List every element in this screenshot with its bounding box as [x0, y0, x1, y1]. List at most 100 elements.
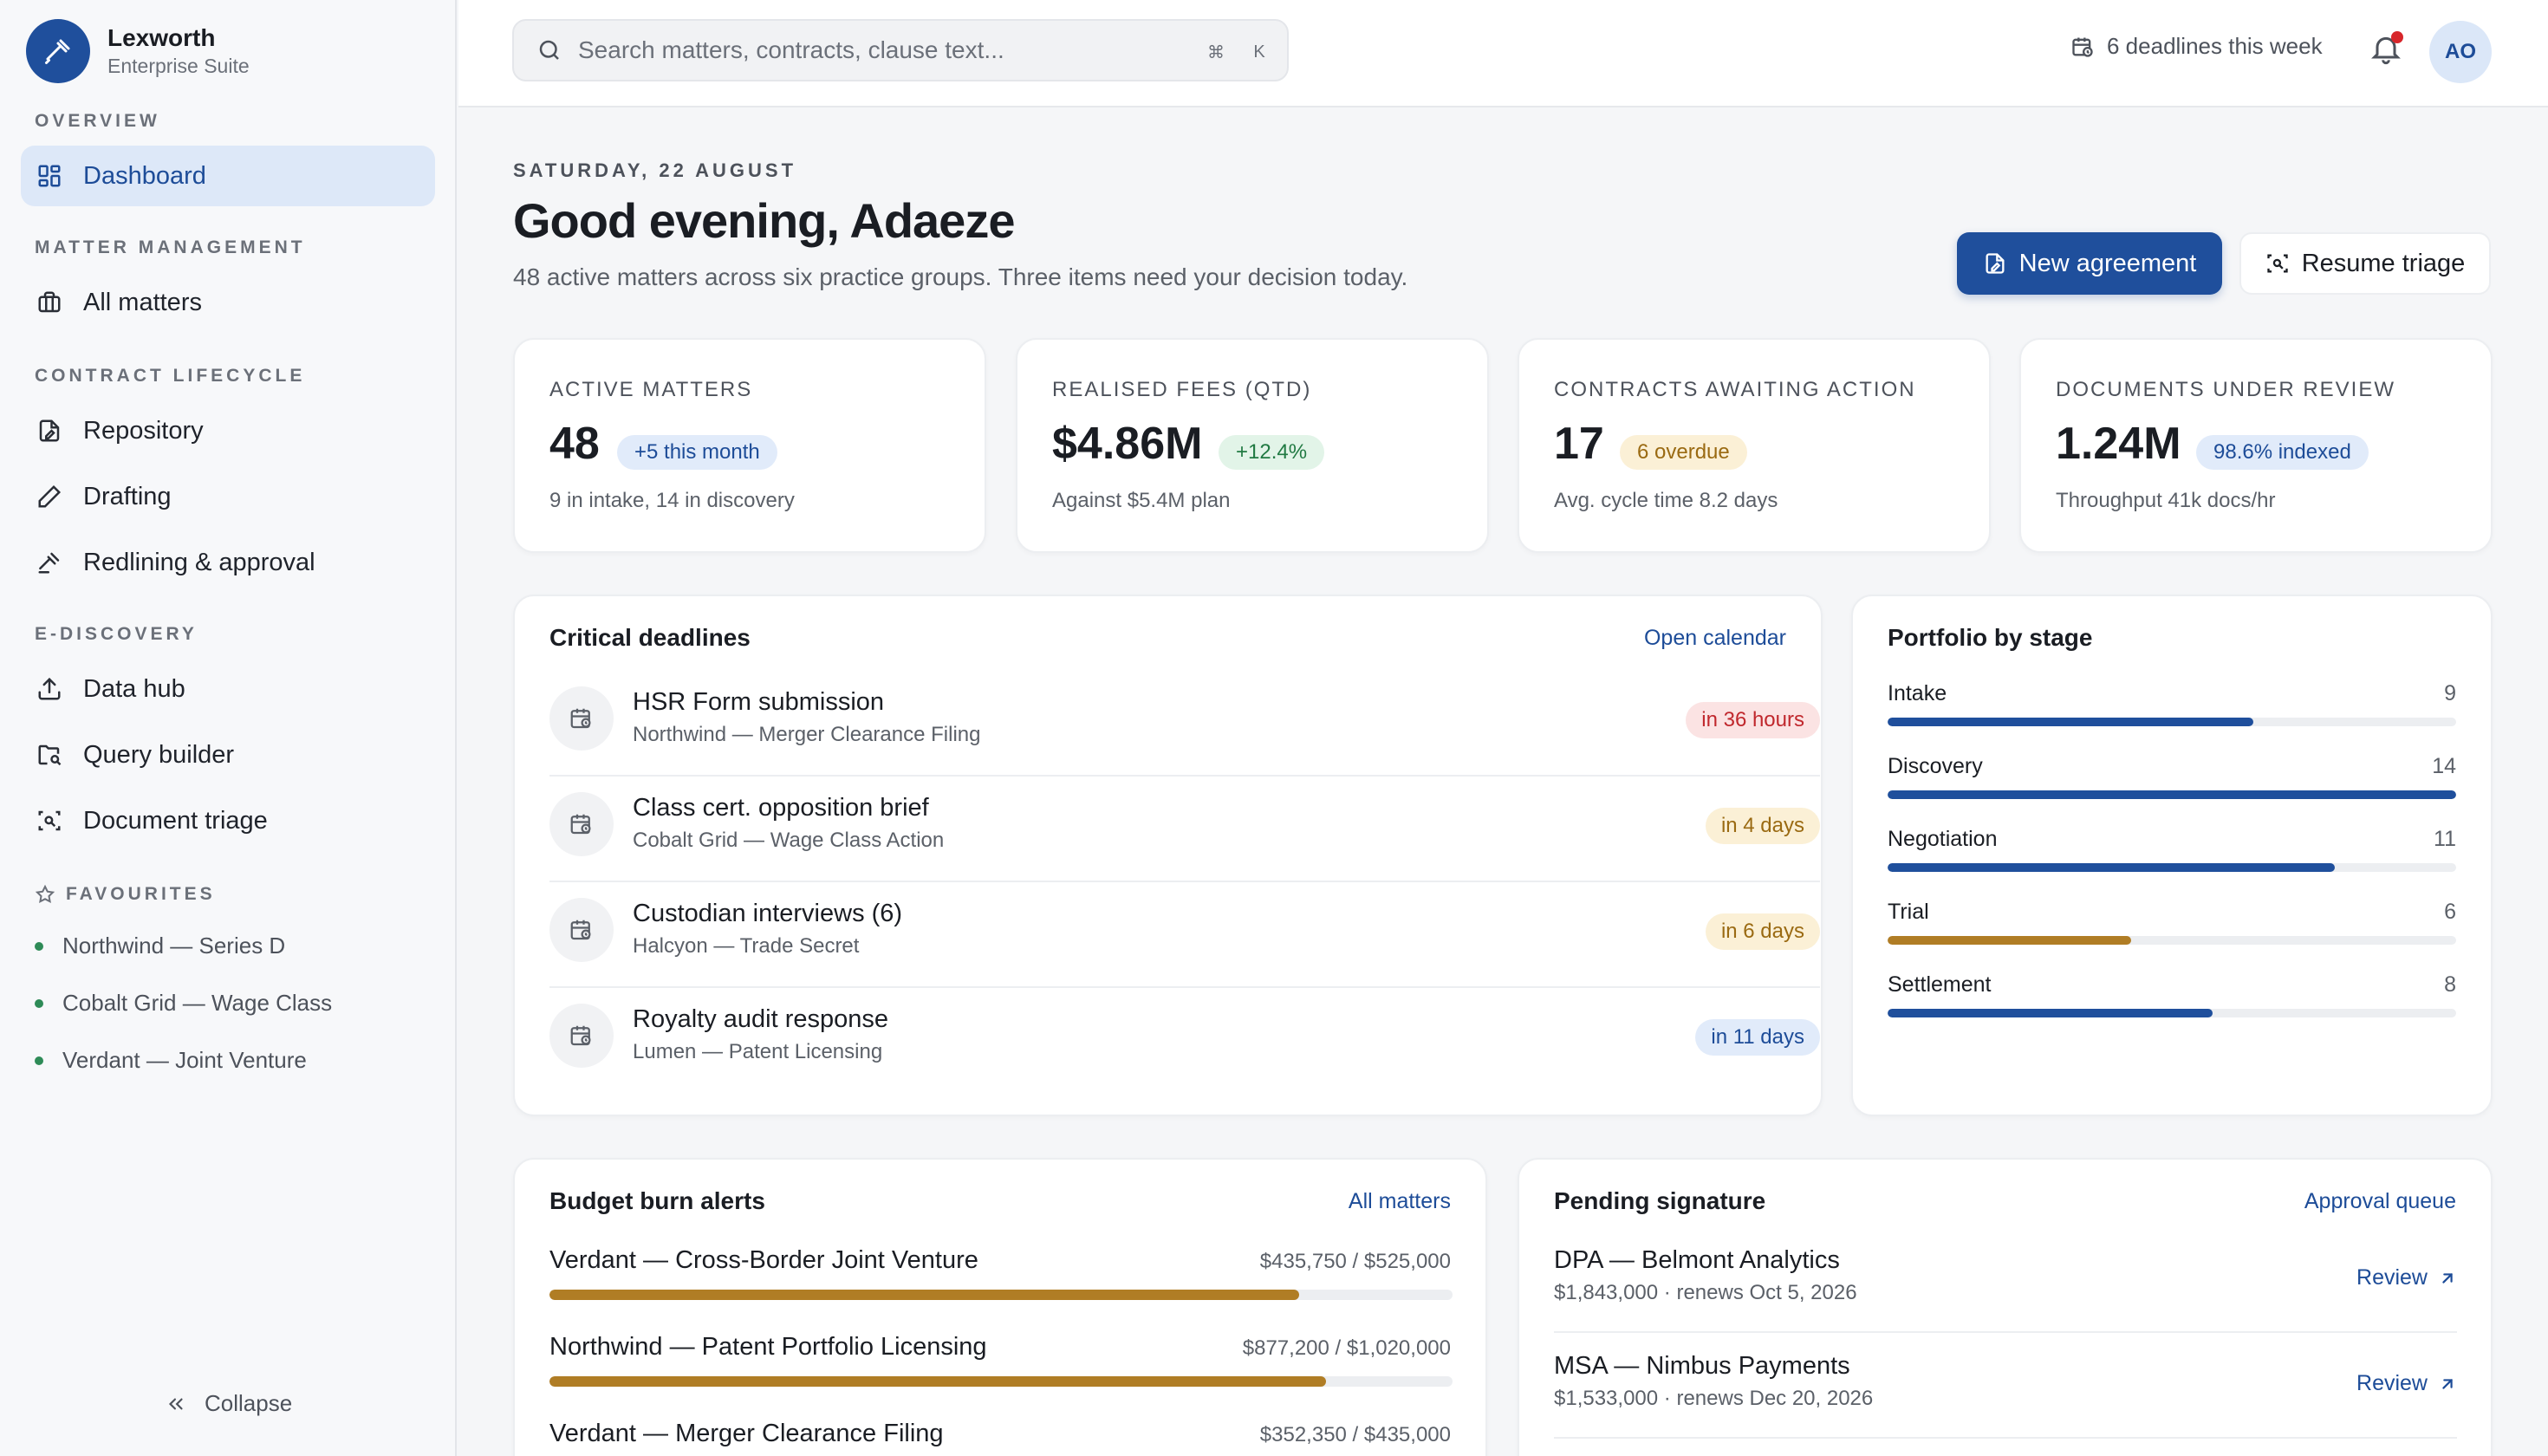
deadline-matter: Cobalt Grid — Wage Class Action — [633, 829, 945, 852]
deadline-matter: Halcyon — Trade Secret — [633, 934, 860, 958]
stage-bar — [1888, 718, 2456, 726]
arrow-up-right-icon — [2442, 1272, 2453, 1284]
deadline-matter: Lumen — Patent Licensing — [633, 1040, 883, 1063]
sidebar-item-data-hub[interactable]: Data hub — [21, 659, 435, 719]
favourite-label: Northwind — Series D — [62, 933, 286, 959]
favourite-item[interactable]: Cobalt Grid — Wage Class — [35, 990, 332, 1017]
deadline-row[interactable]: HSR Form submission Northwind — Merger C… — [549, 671, 1820, 777]
calendar-clock-icon — [549, 898, 614, 962]
resume-triage-label: Resume triage — [2301, 249, 2466, 277]
sidebar-item-label: Dashboard — [83, 161, 206, 190]
stage-count: 9 — [2444, 681, 2456, 705]
nav-section-e-discovery: E-DISCOVERY — [35, 624, 198, 644]
calendar-clock-icon — [549, 686, 614, 751]
sidebar-item-query-builder[interactable]: Query builder — [21, 725, 435, 785]
open-calendar-link[interactable]: Open calendar — [1643, 626, 1786, 650]
due-badge: in 6 days — [1705, 913, 1820, 950]
agreement-title: DPA — Belmont Analytics — [1554, 1246, 1840, 1274]
bell-icon — [2371, 36, 2401, 65]
kpi-foot: Avg. cycle time 8.2 days — [1554, 489, 1778, 512]
review-label: Review — [2356, 1265, 2428, 1290]
stage-bar-fill — [1888, 936, 2132, 945]
agreement-details: $1,843,000 · renews Oct 5, 2026 — [1554, 1281, 1857, 1304]
page-title: Good evening, Adaeze — [513, 193, 1015, 248]
file-edit-icon — [35, 416, 64, 445]
stage-count: 11 — [2434, 827, 2456, 851]
kpi-foot: 9 in intake, 14 in discovery — [549, 489, 795, 512]
budget-amount: $877,200 / $1,020,000 — [1242, 1336, 1451, 1360]
portfolio-by-stage-card: Portfolio by stage Intake 9 Discovery 14… — [1851, 595, 2493, 1116]
stage-count: 14 — [2432, 754, 2456, 778]
stage-name: Settlement — [1888, 972, 1992, 997]
search-box[interactable]: ⌘ K — [512, 19, 1289, 81]
sidebar-item-redlining-approval[interactable]: Redlining & approval — [21, 532, 435, 593]
budget-bar-fill — [549, 1290, 1299, 1300]
sidebar-item-label: Redlining & approval — [83, 548, 315, 576]
all-matters-link[interactable]: All matters — [1348, 1189, 1451, 1213]
signature-row: MSA — Nimbus Payments $1,533,000 · renew… — [1554, 1333, 2457, 1439]
kpi-card-contracts-awaiting[interactable]: CONTRACTS AWAITING ACTION 17 6 overdue A… — [1518, 338, 1991, 553]
folder-search-icon — [35, 740, 64, 770]
status-dot — [35, 941, 43, 951]
kpi-value: 17 — [1554, 419, 1604, 469]
collapse-label: Collapse — [205, 1390, 293, 1416]
kpi-card-realised-fees[interactable]: REALISED FEES (QTD) $4.86M +12.4% Agains… — [1016, 338, 1489, 553]
resume-triage-button[interactable]: Resume triage — [2239, 232, 2491, 295]
card-title: Pending signature — [1554, 1187, 1766, 1214]
favourite-item[interactable]: Verdant — Joint Venture — [35, 1047, 307, 1074]
sidebar-item-dashboard[interactable]: Dashboard — [21, 146, 435, 206]
gavel-icon — [35, 548, 64, 577]
stage-bar-fill — [1888, 718, 2253, 726]
brand[interactable]: Lexworth Enterprise Suite — [26, 19, 250, 83]
budget-burn-card: Budget burn alerts All matters Verdant —… — [513, 1158, 1487, 1456]
deadline-row[interactable]: Custodian interviews (6) Halcyon — Trade… — [549, 882, 1820, 988]
deadline-row[interactable]: Royalty audit response Lumen — Patent Li… — [549, 988, 1820, 1094]
search-input[interactable] — [578, 36, 1167, 64]
kpi-card-active-matters[interactable]: ACTIVE MATTERS 48 +5 this month 9 in int… — [513, 338, 986, 553]
agreement-details: $1,533,000 · renews Dec 20, 2026 — [1554, 1387, 1874, 1410]
deadlines-this-week[interactable]: 6 deadlines this week — [2070, 33, 2323, 60]
stage-name: Discovery — [1888, 754, 1983, 778]
sidebar-item-all-matters[interactable]: All matters — [21, 272, 435, 333]
chevrons-left-icon — [168, 1398, 183, 1409]
kpi-value: 1.24M — [2056, 419, 2181, 469]
review-button[interactable]: Review — [2356, 1265, 2457, 1290]
brand-name: Lexworth — [107, 24, 216, 51]
kpi-label: ACTIVE MATTERS — [549, 378, 753, 401]
stage-bar-fill — [1888, 790, 2456, 799]
due-badge: in 36 hours — [1686, 702, 1820, 738]
budget-matter[interactable]: Northwind — Patent Portfolio Licensing — [549, 1333, 987, 1361]
collapse-button[interactable]: Collapse — [165, 1390, 292, 1417]
sidebar-item-repository[interactable]: Repository — [21, 400, 435, 461]
sidebar-item-drafting[interactable]: Drafting — [21, 466, 435, 527]
brand-subtitle: Enterprise Suite — [107, 55, 250, 77]
kpi-card-documents-review[interactable]: DOCUMENTS UNDER REVIEW 1.24M 98.6% index… — [2019, 338, 2493, 553]
review-label: Review — [2356, 1371, 2428, 1395]
file-edit-icon — [1983, 251, 2007, 276]
notification-dot — [2391, 31, 2403, 43]
budget-matter[interactable]: Verdant — Merger Clearance Filing — [549, 1420, 944, 1447]
favourite-label: Cobalt Grid — Wage Class — [62, 990, 333, 1016]
topbar: ⌘ K 6 deadlines this week AO — [458, 0, 2548, 107]
notifications-button[interactable] — [2369, 31, 2407, 69]
page-subtitle: 48 active matters across six practice gr… — [513, 263, 1408, 290]
calendar-clock-icon — [549, 1004, 614, 1068]
avatar[interactable]: AO — [2429, 21, 2492, 83]
nav-section-favourites: FAVOURITES — [35, 884, 216, 905]
deadline-row[interactable]: Class cert. opposition brief Cobalt Grid… — [549, 777, 1820, 882]
stage-count: 8 — [2444, 972, 2456, 997]
budget-matter[interactable]: Verdant — Cross-Border Joint Venture — [549, 1246, 978, 1274]
new-agreement-button[interactable]: New agreement — [1957, 232, 2222, 295]
kbd-k: K — [1253, 42, 1265, 62]
grid-icon — [35, 161, 64, 191]
kpi-label: CONTRACTS AWAITING ACTION — [1554, 378, 1916, 401]
kbd-cmd: ⌘ — [1207, 42, 1225, 62]
kpi-badge: 98.6% indexed — [2196, 435, 2369, 470]
favourite-item[interactable]: Northwind — Series D — [35, 933, 285, 959]
review-button[interactable]: Review — [2356, 1371, 2457, 1396]
kpi-badge: +5 this month — [617, 435, 777, 470]
pending-signature-card: Pending signature Approval queue DPA — B… — [1518, 1158, 2493, 1456]
approval-queue-link[interactable]: Approval queue — [2304, 1189, 2456, 1213]
calendar-clock-icon — [549, 792, 614, 856]
sidebar-item-document-triage[interactable]: Document triage — [21, 790, 435, 851]
